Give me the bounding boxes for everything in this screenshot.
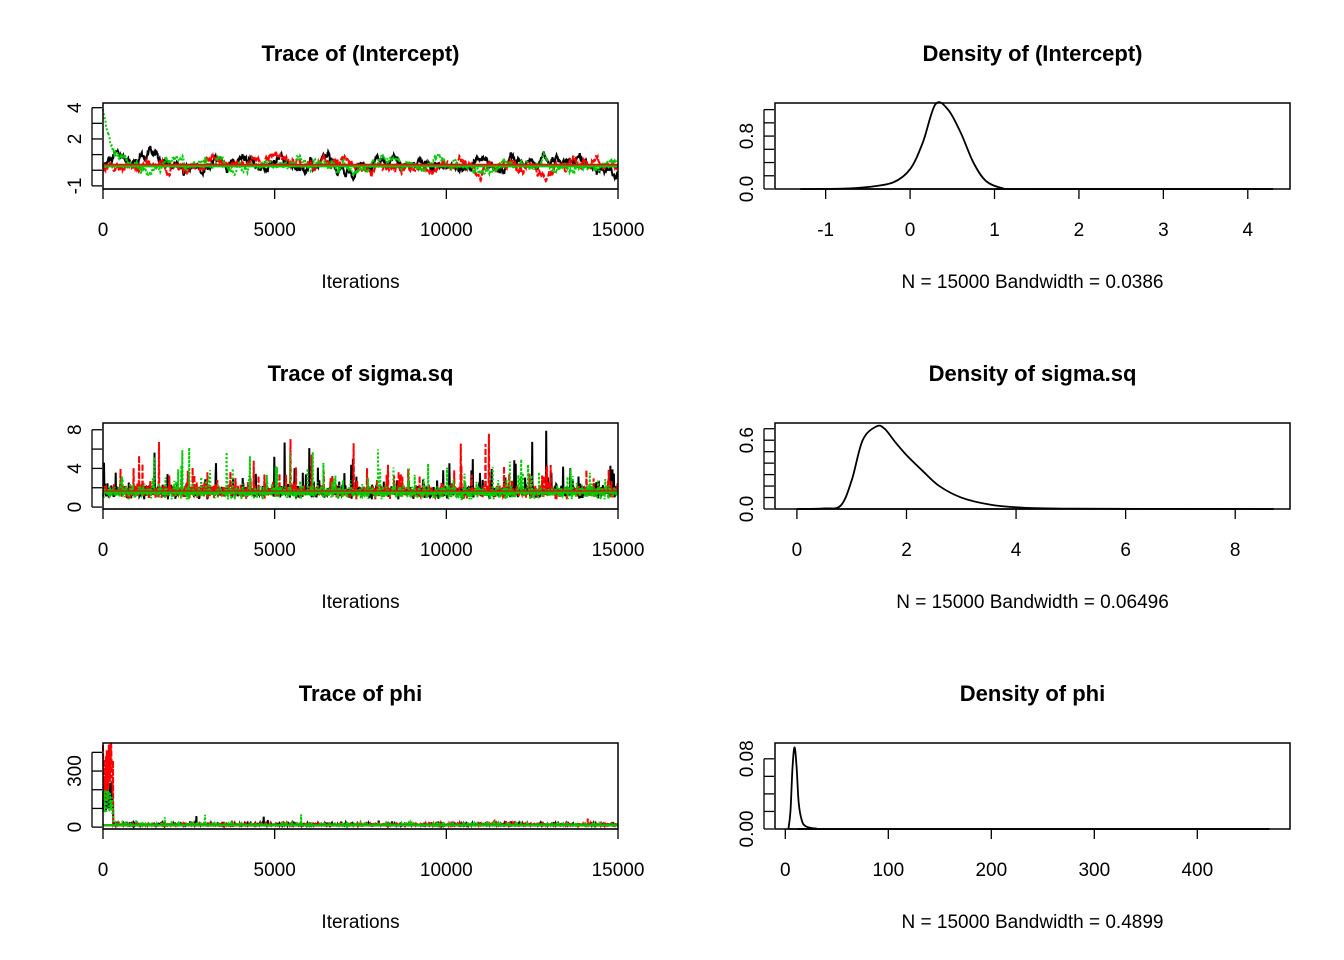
x-axis: 0 5000 10000 15000 bbox=[98, 188, 645, 241]
y-tick-label: 0.08 bbox=[737, 740, 758, 777]
x-tick-label: 10000 bbox=[420, 540, 473, 561]
x-tick-label: -1 bbox=[817, 220, 834, 241]
y-axis: 0.0 0.6 bbox=[737, 427, 774, 522]
x-axis: 0 5000 10000 15000 bbox=[98, 828, 645, 881]
x-axis-label: Iterations bbox=[321, 912, 399, 933]
plot-box bbox=[102, 422, 619, 510]
x-axis-label: N = 15000 Bandwidth = 0.4899 bbox=[902, 912, 1164, 933]
panel-3: Density of sigma.sq N = 15000 Bandwidth =… bbox=[737, 361, 1291, 613]
x-tick-label: 0 bbox=[98, 220, 109, 241]
panel-5: Density of phi N = 15000 Bandwidth = 0.48… bbox=[737, 681, 1291, 933]
y-tick-label: 8 bbox=[65, 424, 86, 435]
y-tick-label: -1 bbox=[65, 177, 86, 194]
panel-1: Density of (Intercept) N = 15000 Bandwidt… bbox=[737, 41, 1291, 293]
y-tick-label: 4 bbox=[65, 102, 86, 113]
x-axis-label: Iterations bbox=[321, 592, 399, 613]
density-curve bbox=[787, 746, 1270, 830]
x-axis: -1 0 1 2 3 4 bbox=[817, 188, 1253, 241]
x-tick-label: 4 bbox=[1011, 540, 1022, 561]
x-tick-label: 10000 bbox=[420, 220, 473, 241]
density-curve bbox=[800, 101, 1274, 191]
panel-title: Density of phi bbox=[960, 681, 1105, 706]
plot-box bbox=[774, 422, 1291, 510]
x-tick-label: 15000 bbox=[592, 220, 645, 241]
x-tick-label: 300 bbox=[1078, 860, 1110, 881]
x-tick-label: 0 bbox=[792, 540, 803, 561]
panel-title: Density of (Intercept) bbox=[922, 41, 1142, 66]
y-tick-label: 0 bbox=[65, 822, 86, 833]
y-tick-label: 2 bbox=[65, 134, 86, 145]
x-tick-label: 5000 bbox=[254, 860, 296, 881]
plot-box bbox=[102, 102, 619, 190]
chain-3-trace bbox=[102, 789, 618, 830]
x-tick-label: 200 bbox=[975, 860, 1007, 881]
x-tick-label: 10000 bbox=[420, 860, 473, 881]
x-axis: 0 100 200 300 400 bbox=[780, 828, 1213, 881]
x-axis-label: Iterations bbox=[321, 272, 399, 293]
x-tick-label: 400 bbox=[1181, 860, 1213, 881]
panel-0: Trace of (Intercept) Iterations 0 5000 10000… bbox=[65, 41, 644, 293]
x-tick-label: 5000 bbox=[254, 540, 296, 561]
x-tick-label: 15000 bbox=[592, 540, 645, 561]
x-axis: 0 5000 10000 15000 bbox=[98, 508, 645, 561]
panel-title: Trace of phi bbox=[299, 681, 422, 706]
chain-1-trace bbox=[102, 145, 619, 183]
x-tick-label: 6 bbox=[1120, 540, 1131, 561]
x-tick-label: 0 bbox=[98, 860, 109, 881]
x-tick-label: 3 bbox=[1158, 220, 1169, 241]
chain-2-trace bbox=[102, 743, 619, 830]
panel-2: Trace of sigma.sq Iterations 0 5000 10000 150… bbox=[65, 361, 644, 613]
y-tick-label: 0.0 bbox=[737, 176, 758, 202]
y-tick-label: 0.6 bbox=[737, 427, 758, 453]
panel-title: Trace of sigma.sq bbox=[268, 361, 454, 386]
y-tick-label: 0.8 bbox=[737, 123, 758, 149]
y-tick-label: 0.0 bbox=[737, 496, 758, 522]
x-tick-label: 8 bbox=[1230, 540, 1241, 561]
panel-title: Density of sigma.sq bbox=[929, 361, 1137, 386]
x-tick-label: 2 bbox=[1074, 220, 1085, 241]
y-tick-label: 0 bbox=[65, 502, 86, 513]
y-axis: -1 2 4 bbox=[65, 102, 102, 194]
density-curve bbox=[796, 424, 1274, 510]
panel-4: Trace of phi Iterations 0 5000 10000 15000 0 30… bbox=[65, 681, 644, 933]
y-tick-label: 300 bbox=[65, 755, 86, 787]
panel-title: Trace of (Intercept) bbox=[261, 41, 459, 66]
x-tick-label: 15000 bbox=[592, 860, 645, 881]
x-tick-label: 2 bbox=[901, 540, 912, 561]
y-axis: 0 4 8 bbox=[65, 424, 102, 512]
plot-box bbox=[774, 102, 1291, 190]
x-tick-label: 0 bbox=[98, 540, 109, 561]
x-tick-label: 1 bbox=[989, 220, 1000, 241]
plot-box bbox=[102, 742, 619, 830]
x-tick-label: 0 bbox=[780, 860, 791, 881]
x-tick-label: 100 bbox=[872, 860, 904, 881]
x-tick-label: 4 bbox=[1242, 220, 1253, 241]
y-tick-label: 4 bbox=[65, 463, 86, 474]
y-axis: 0.00 0.08 bbox=[737, 740, 774, 847]
chain-1-trace bbox=[102, 781, 618, 829]
x-tick-label: 0 bbox=[905, 220, 916, 241]
plot-box bbox=[774, 742, 1291, 830]
x-axis: 0 2 4 6 8 bbox=[792, 508, 1241, 561]
y-axis: 0.0 0.8 bbox=[737, 108, 774, 202]
x-axis-label: N = 15000 Bandwidth = 0.0386 bbox=[902, 272, 1164, 293]
x-tick-label: 5000 bbox=[254, 220, 296, 241]
x-axis-label: N = 15000 Bandwidth = 0.06496 bbox=[896, 592, 1169, 613]
y-tick-label: 0.00 bbox=[737, 811, 758, 848]
y-axis: 0 300 bbox=[65, 751, 102, 833]
